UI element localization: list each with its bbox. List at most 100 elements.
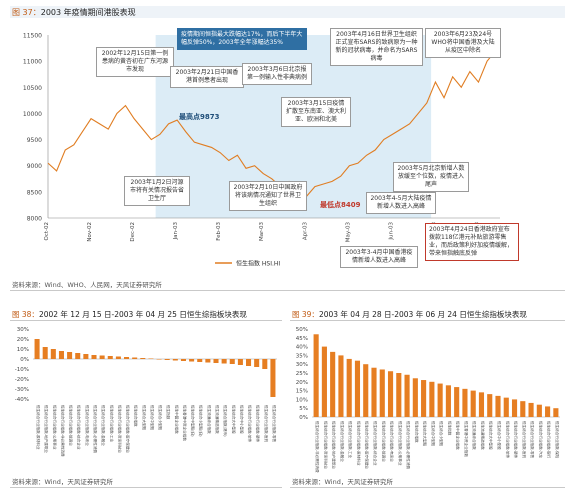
fig38-y-tick-0: 30% [17, 327, 29, 333]
fig39-category-label-9: 恒生综合行业指数-电讯业 [390, 421, 395, 462]
fig38-chart: 30% 20% 10% 0% -10% -20% -30% -40% 恒生综合行业指数-原材料业… [15, 327, 277, 457]
fig38-source: 资料来源：Wind，天风证券研究所 [12, 478, 113, 486]
fig38-category-label-15: 恒生综合小型股 [158, 405, 163, 431]
fig39-y-tick-10: 0% [299, 415, 308, 421]
fig39-y-tick-6: 20% [296, 380, 308, 386]
fig38-category-label-27: 恒生综合行业指数-硬件 [256, 405, 261, 443]
fig38-category-label-19: 恒生综合中型股(旧) [191, 405, 196, 437]
fig38-bar-10 [115, 356, 121, 359]
fig39-bar-15 [437, 383, 443, 417]
fig39-bar-20 [478, 392, 485, 417]
fig39-bar-10 [396, 373, 402, 417]
fig39-category-label-15: 恒生综合小型股 [439, 421, 444, 447]
fig38-y-tick-2: 10% [17, 347, 29, 353]
y-tick-label-7: 11500 [23, 33, 42, 40]
fig38-category-label-24: 恒生综合大中型股 [231, 405, 236, 434]
fig39-category-label-16: 恒生指数 [447, 421, 452, 436]
x-tick-label-3: Jan-03 [173, 222, 179, 241]
fig39-bar-11 [404, 374, 410, 417]
fig39-source: 资料来源：Wind，天风证券研究所 [292, 478, 393, 486]
fig37-divider [10, 290, 565, 291]
fig38-bar-15 [156, 359, 162, 360]
fig38-bar-24 [229, 359, 235, 364]
fig38-bar-19 [189, 359, 195, 362]
fig39-category-label-2: 恒生综合行业指数-地产建筑业 [332, 421, 337, 469]
y-tick-label-6: 11000 [23, 59, 42, 66]
fig38-category-label-0: 恒生综合行业指数-原材料业 [36, 405, 41, 450]
fig39-bar-6 [363, 364, 369, 417]
fig38-bar-6 [83, 354, 89, 359]
fig39-bar-8 [379, 369, 385, 417]
annotation-heyuan-report: 2003年1月2日河源市将有关情况报告省卫生厅 [124, 176, 190, 206]
fig38-bar-8 [99, 355, 105, 359]
fig37-header-bar [10, 6, 565, 18]
fig38-category-label-18: 恒生香港中资企业指数 [182, 405, 187, 441]
fig38-bar-11 [124, 357, 130, 359]
x-tick-label-4: Feb-03 [216, 222, 222, 241]
fig38-category-label-14: 恒生综合中型股 [150, 405, 155, 431]
fig39-y-tick-7: 15% [296, 389, 308, 395]
fig39-category-label-6: 恒生综合行业指数-医疗保健业 [365, 421, 370, 469]
fig38-bar-26 [246, 359, 252, 366]
fig39-bar-1 [321, 346, 327, 417]
fig38-bar-5 [75, 353, 81, 359]
fig38-title-text: 2002 年 12 月 15 日-2003 年 04 月 25 日恒生综指板块表… [38, 310, 247, 319]
fig39-category-label-29: 恒生综合行业指数-保险 [555, 421, 560, 459]
fig39-bar-26 [528, 402, 534, 417]
fig39-category-label-28: 恒生综合行业指数-银行 [547, 421, 552, 459]
high-point-label: 最高点9873 [179, 113, 220, 121]
annotation-mainland-peak: 2003年4-5月大陆疫情新增人数进入高峰 [366, 192, 436, 214]
y-tick-label-0: 8000 [27, 216, 42, 223]
fig38-bar-1 [42, 347, 48, 359]
fig37-title-label: 图 37： [12, 8, 41, 17]
fig39-bar-4 [346, 358, 352, 417]
fig39-y-tick-2: 40% [296, 345, 308, 351]
fig39-bar-24 [511, 399, 518, 417]
fig38-bar-12 [132, 357, 138, 359]
fig37-source: 资料来源：Wind、WHO、人民网，天风证券研究所 [12, 281, 162, 289]
fig38-bar-13 [140, 358, 146, 359]
y-tick-label-1: 8500 [27, 189, 42, 196]
fig38-y-tick-7: -40% [15, 397, 29, 403]
fig39-bar-18 [462, 388, 468, 417]
y-tick-label-4: 10000 [23, 111, 42, 118]
fig38-category-label-6: 恒生综合行业指数-电讯业 [85, 405, 90, 446]
fig38-bar-27 [254, 359, 260, 367]
fig38-category-label-17: 恒生中国企业指数 [174, 405, 179, 434]
fig39-category-label-20: 恒生流通精选指数 [480, 421, 485, 450]
annotation-max-drawdown: 疫情期间恒指最大跌幅达17%，而后下半年大幅反弹50%，2003年全年涨幅达35… [177, 28, 307, 50]
fig38-category-label-13: 恒生综合大型股 [142, 405, 147, 431]
fig38-category-label-10: 恒生综合行业指数-资讯科技业 [117, 405, 122, 453]
fig39-y-tick-1: 45% [296, 336, 308, 342]
annotation-beijing-slowdown: 2003年5月北京新增人数放缓至个位数，疫情进入尾声 [393, 162, 469, 192]
fig39-category-label-4: 恒生综合行业指数-工业 [348, 421, 353, 459]
fig37-title: 图 37：2003 年疫情期间港股表现 [12, 7, 136, 18]
fig39-bar-22 [495, 395, 501, 417]
fig39-bar-17 [454, 387, 460, 417]
fig39-y-tick-3: 35% [296, 353, 308, 359]
x-tick-label-7: May-03 [345, 222, 351, 243]
fig38-category-label-5: 恒生综合行业指数-综合企业 [77, 405, 82, 450]
fig39-title-rule [290, 320, 565, 321]
fig39-category-label-14: 恒生综合中型股 [431, 421, 436, 447]
fig39-category-label-22: 恒生综合中小型股 [497, 421, 502, 450]
fig39-bar-5 [354, 360, 361, 417]
fig39-bar-27 [536, 404, 542, 417]
x-tick-label-5: Mar-03 [259, 222, 265, 242]
annotation-hk-peak: 2003年3-4月中国香港疫情新增人数进入高峰 [340, 246, 418, 268]
fig39-y-tick-5: 25% [296, 371, 308, 377]
fig38-bar-28 [262, 359, 268, 369]
fig38-category-label-28: 恒生综合行业指数-医药 [264, 405, 269, 443]
fig38-bar-20 [197, 359, 203, 362]
fig38-category-label-21: 恒生流通综合指数 [207, 405, 212, 434]
fig39-chart: 50% 45% 40% 35% 30% 25% 20% 15% 10% 5% 0% 恒生综合行业指数-… [296, 327, 560, 473]
fig39-category-label-7: 恒生综合行业指数-综合企业 [373, 421, 378, 466]
fig39-bar-0 [313, 334, 319, 417]
fig39-category-label-5: 恒生综合行业指数-原材料业 [356, 421, 361, 466]
annotation-first-case: 2002年12月15日第一例患病的黄杏初在广东河源市发现 [96, 47, 174, 77]
fig39-category-label-17: 恒生中国企业指数 [456, 421, 461, 450]
fig39-y-tick-0: 50% [296, 327, 308, 333]
fig39-bar-14 [429, 381, 435, 417]
x-tick-label-1: Nov-02 [87, 222, 93, 242]
y-tick-label-5: 10500 [23, 85, 42, 92]
